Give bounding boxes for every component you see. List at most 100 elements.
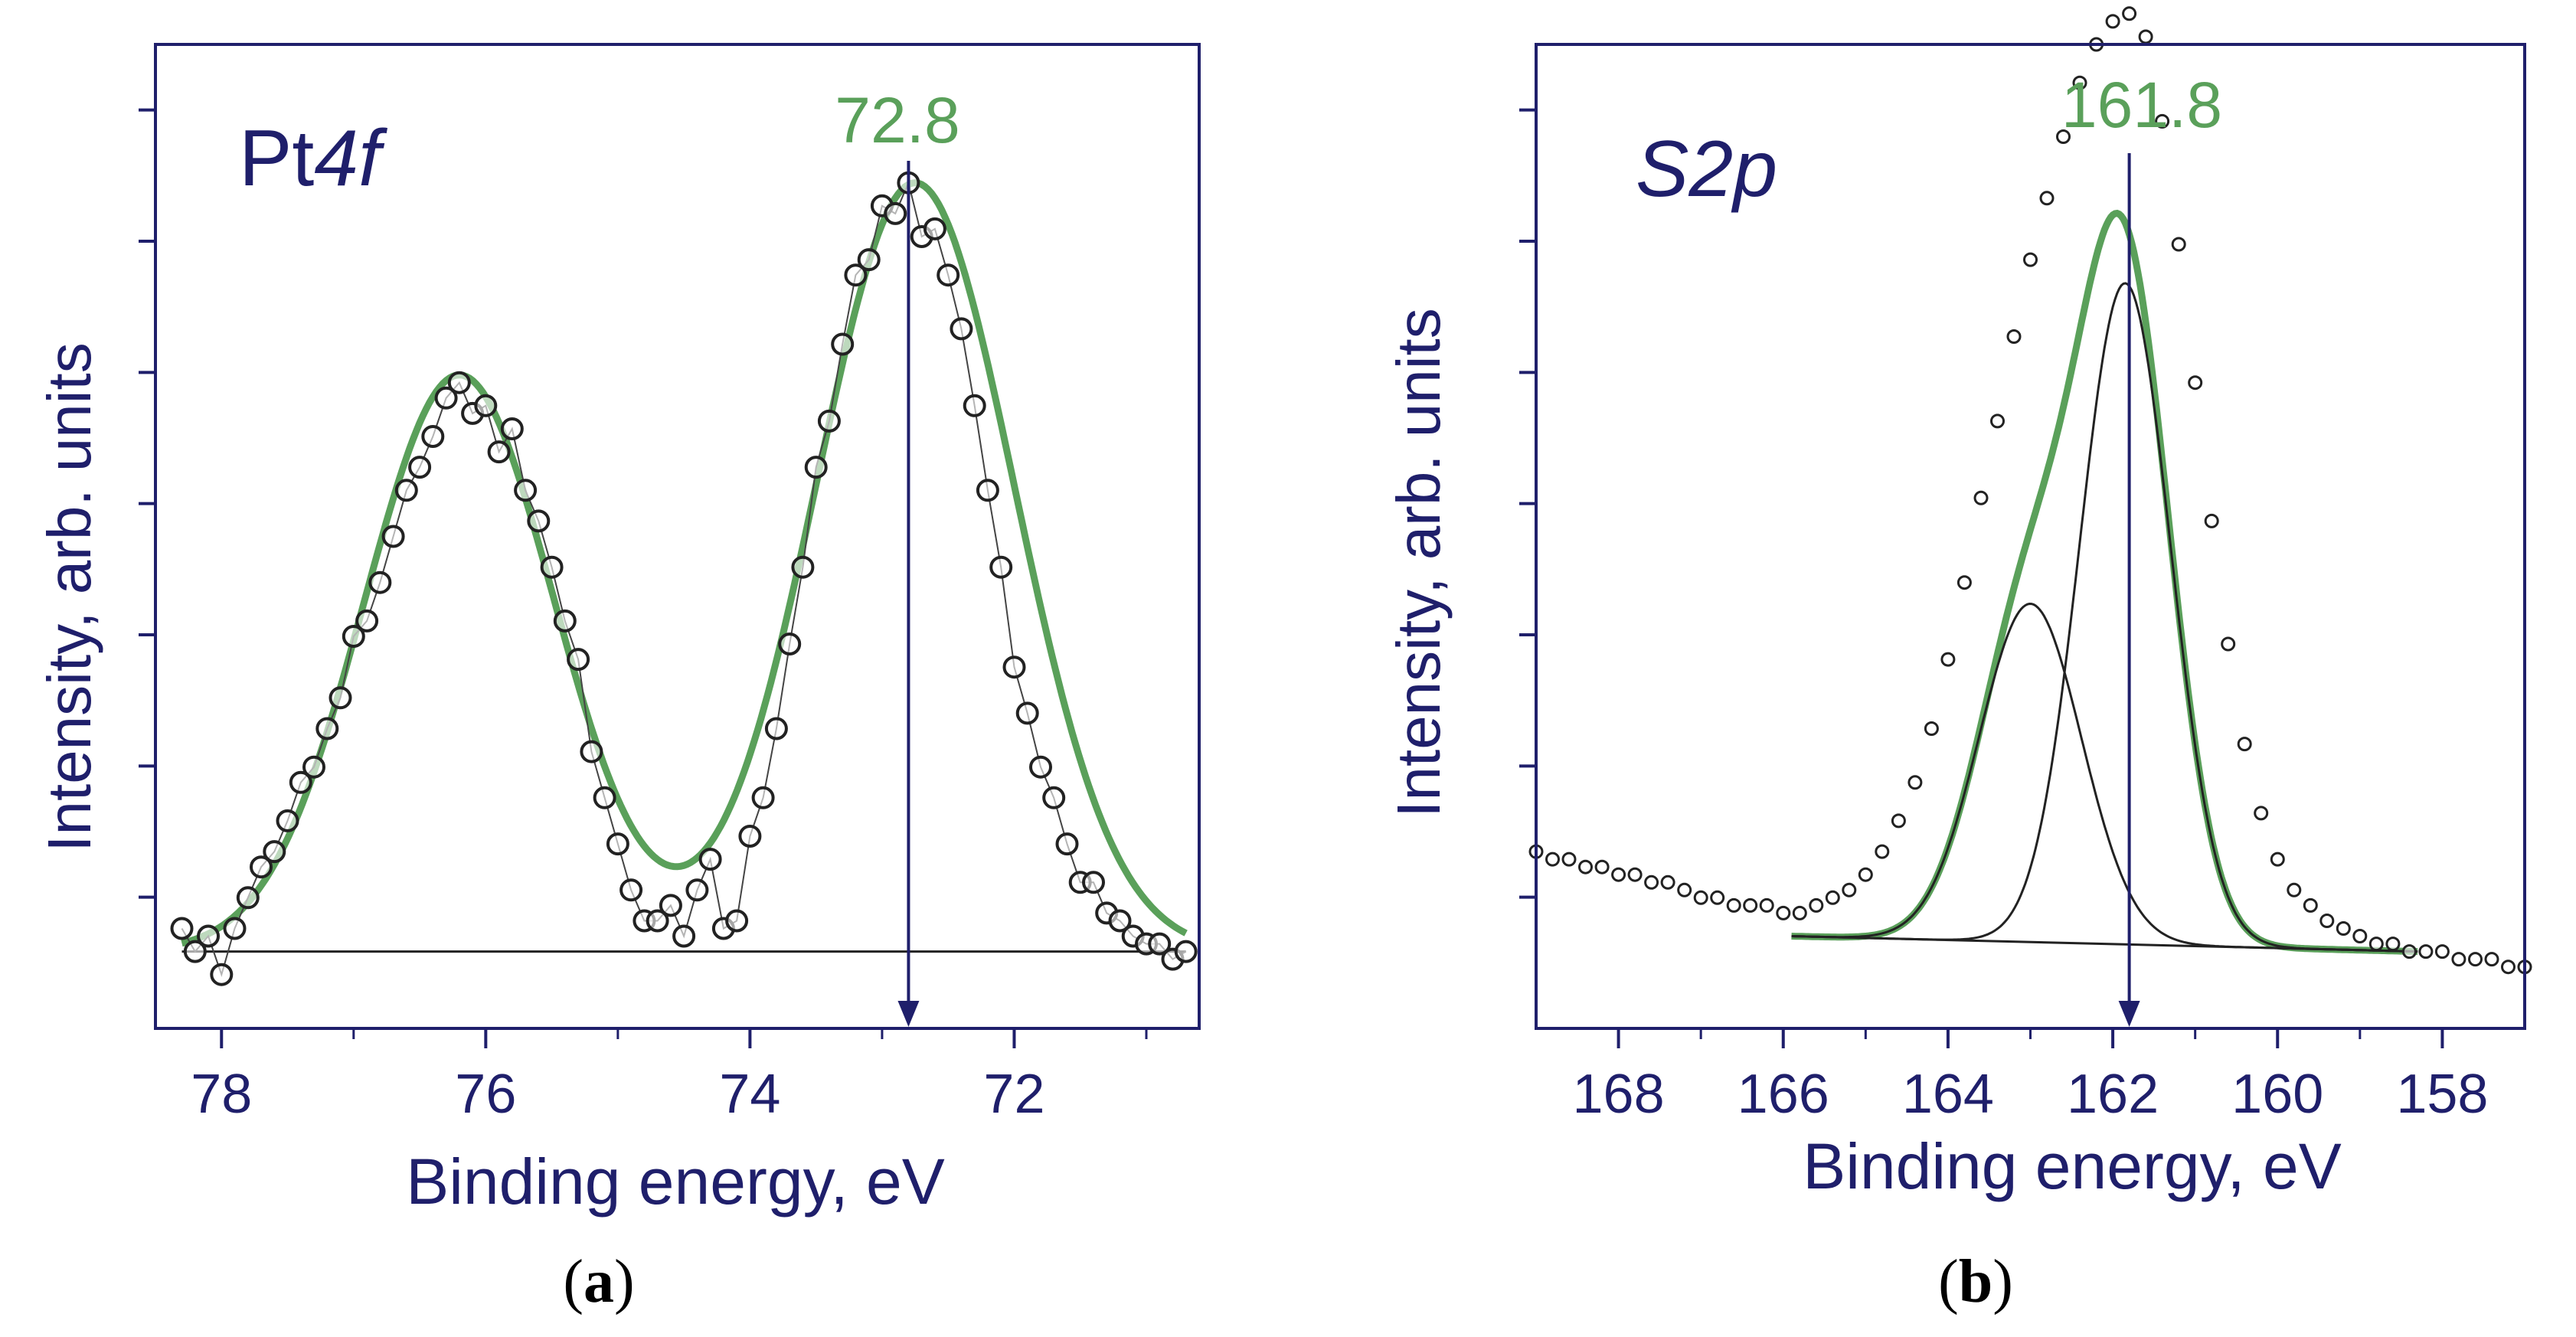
data-point-a-21 bbox=[447, 371, 471, 394]
data-point-a-57 bbox=[923, 217, 946, 240]
data-point-b-39 bbox=[2171, 237, 2186, 252]
data-point-b-50 bbox=[2352, 929, 2368, 943]
y-axis-label-a: Intensity, arb. units bbox=[35, 342, 103, 852]
x-tick-label-a-0: 78 bbox=[191, 1064, 252, 1125]
data-point-a-59 bbox=[950, 317, 973, 341]
data-point-b-41 bbox=[2204, 513, 2219, 528]
data-point-a-71 bbox=[1108, 909, 1132, 933]
points-group-a bbox=[170, 171, 1198, 986]
x-tick-label-a-1: 76 bbox=[455, 1064, 516, 1125]
x-tick-label-b-0: 168 bbox=[1573, 1064, 1665, 1125]
data-point-a-31 bbox=[580, 740, 603, 763]
data-point-a-9 bbox=[289, 770, 312, 794]
data-point-b-36 bbox=[2122, 6, 2137, 21]
data-point-b-21 bbox=[1875, 844, 1890, 859]
data-point-b-46 bbox=[2287, 882, 2302, 897]
data-point-b-7 bbox=[1644, 874, 1659, 890]
spectrum-title-orbital-b: 2p bbox=[1688, 125, 1777, 214]
data-point-a-40 bbox=[698, 848, 722, 871]
data-point-a-4 bbox=[223, 917, 247, 940]
spectrum-title-element-a: Pt bbox=[239, 114, 314, 203]
x-axis-label-a: Binding energy, eV bbox=[406, 1146, 945, 1218]
data-point-a-11 bbox=[315, 717, 339, 740]
data-point-a-32 bbox=[593, 786, 616, 809]
x-tick-label-a-3: 72 bbox=[983, 1064, 1044, 1125]
data-point-b-1 bbox=[1545, 852, 1560, 867]
plot-frame-a bbox=[154, 43, 1201, 1030]
chart-panel-b: 168 166 164 162 160 158 161.8 S2p Intensity, … bbox=[1384, 6, 2532, 1316]
data-point-a-28 bbox=[540, 555, 564, 579]
data-point-b-43 bbox=[2237, 737, 2252, 752]
data-point-b-32 bbox=[2056, 129, 2071, 144]
data-point-a-66 bbox=[1042, 786, 1066, 809]
peak-marker-arrowhead-a bbox=[897, 1001, 920, 1027]
spectrum-title-orbital-a: 4f bbox=[314, 114, 387, 203]
peak-marker-arrowhead-b bbox=[2118, 1001, 2140, 1027]
data-point-a-39 bbox=[685, 878, 709, 902]
x-tick-label-b-3: 162 bbox=[2067, 1064, 2159, 1125]
data-point-a-74 bbox=[1148, 932, 1172, 956]
data-point-b-2 bbox=[1561, 852, 1577, 867]
data-point-b-18 bbox=[1825, 890, 1840, 905]
x-tick-label-a-2: 74 bbox=[719, 1064, 780, 1125]
data-point-b-45 bbox=[2270, 852, 2285, 867]
data-point-a-36 bbox=[646, 909, 669, 933]
data-point-a-52 bbox=[857, 248, 881, 272]
data-point-a-37 bbox=[659, 894, 682, 917]
x-tick-label-b-2: 164 bbox=[1902, 1064, 1994, 1125]
fit-envelope-b bbox=[1791, 209, 2418, 956]
data-point-a-58 bbox=[937, 263, 960, 287]
panel-label-b: (b) bbox=[1938, 1248, 2013, 1316]
data-point-a-27 bbox=[527, 509, 551, 533]
data-point-b-28 bbox=[1990, 414, 2005, 429]
data-point-a-2 bbox=[197, 924, 220, 948]
data-point-a-67 bbox=[1055, 832, 1079, 856]
data-point-a-26 bbox=[514, 479, 538, 502]
peak-value-label-a: 72.8 bbox=[835, 84, 960, 156]
data-point-a-29 bbox=[553, 609, 577, 633]
data-point-b-22 bbox=[1891, 813, 1906, 829]
data-point-a-48 bbox=[804, 456, 828, 479]
chart-panel-a: 78 76 74 72 72.8 Pt4f Intensity, arb. units… bbox=[35, 43, 1201, 1316]
data-point-b-30 bbox=[2023, 252, 2038, 267]
data-point-a-54 bbox=[884, 201, 907, 225]
data-point-b-38 bbox=[2155, 113, 2170, 129]
data-point-b-19 bbox=[1842, 882, 1857, 897]
x-tick-label-b-1: 166 bbox=[1737, 1064, 1829, 1125]
data-point-b-13 bbox=[1743, 897, 1758, 913]
data-point-b-40 bbox=[2188, 375, 2203, 391]
component-peak-b-1 bbox=[1791, 602, 2418, 953]
data-point-a-1 bbox=[183, 940, 207, 963]
data-point-b-9 bbox=[1677, 882, 1692, 897]
data-point-a-45 bbox=[764, 717, 788, 740]
data-point-a-17 bbox=[394, 479, 418, 502]
data-point-a-38 bbox=[672, 924, 696, 948]
data-point-b-51 bbox=[2368, 937, 2384, 952]
x-axis-label-b: Binding energy, eV bbox=[1803, 1130, 2342, 1202]
data-point-b-5 bbox=[1611, 867, 1626, 882]
data-point-a-65 bbox=[1029, 755, 1052, 779]
data-point-b-54 bbox=[2418, 944, 2434, 959]
data-point-a-44 bbox=[751, 786, 775, 809]
data-point-a-20 bbox=[434, 386, 458, 410]
data-point-b-11 bbox=[1710, 890, 1725, 905]
data-point-b-52 bbox=[2385, 937, 2401, 952]
panel-letter-a: a bbox=[584, 1248, 614, 1316]
panel-label-a: (a) bbox=[563, 1248, 634, 1316]
data-point-a-43 bbox=[738, 825, 762, 848]
panel-letter-b: b bbox=[1959, 1248, 1993, 1316]
data-point-a-19 bbox=[421, 425, 445, 448]
data-point-b-33 bbox=[2072, 75, 2087, 90]
data-point-b-49 bbox=[2336, 921, 2351, 936]
ticks-group-a: 78 76 74 72 bbox=[139, 108, 1148, 1125]
data-point-a-76 bbox=[1174, 940, 1198, 963]
fit-envelope-a bbox=[181, 179, 1188, 947]
spectrum-title-element-b: S bbox=[1636, 125, 1688, 214]
data-point-a-60 bbox=[963, 394, 986, 417]
data-point-b-29 bbox=[2006, 329, 2022, 344]
data-point-a-23 bbox=[474, 394, 498, 417]
data-point-a-3 bbox=[210, 963, 234, 986]
data-point-a-18 bbox=[408, 456, 432, 479]
data-point-a-51 bbox=[844, 263, 868, 287]
